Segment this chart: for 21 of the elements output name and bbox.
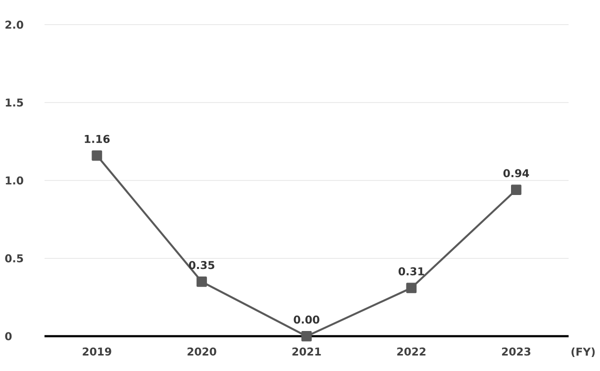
data-label: 0.35 <box>188 261 214 270</box>
data-label: 0.31 <box>398 267 424 276</box>
point <box>511 184 522 196</box>
x-tick-label: 2020 <box>188 348 216 356</box>
x-tick-label: 2022 <box>397 348 426 356</box>
y-tick-label: 1.5 <box>6 98 23 107</box>
point <box>301 331 312 342</box>
data-label: 0.00 <box>294 316 320 324</box>
point <box>196 276 207 287</box>
point <box>406 282 417 294</box>
x-tick-label: 2021 <box>292 348 321 356</box>
data-label: 0.94 <box>503 169 530 178</box>
x-axis-title: (FY) <box>572 348 595 358</box>
y-tick-label: 2.0 <box>5 20 24 29</box>
x-tick-label: 2019 <box>82 348 112 356</box>
x-tick-label: 2023 <box>502 348 530 356</box>
y-tick-label: 0 <box>5 332 12 340</box>
y-tick-label: 0.5 <box>5 254 23 262</box>
y-tick-label: 1.0 <box>6 176 24 185</box>
point <box>92 150 102 161</box>
data-label: 1.16 <box>84 134 110 144</box>
